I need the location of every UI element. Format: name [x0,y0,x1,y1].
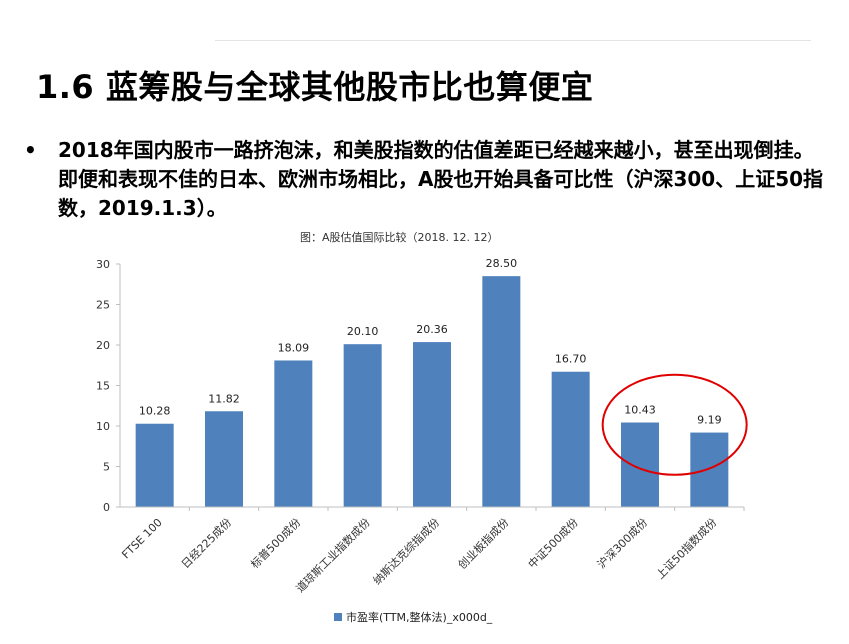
legend-label: 市盈率(TTM,整体法)_x000d_ [346,610,493,624]
bar [135,423,174,507]
bullet-text: 2018年国内股市一路挤泡沫，和美股指数的估值差距已经越来越小，甚至出现倒挂。即… [58,138,824,220]
y-tick-label: 30 [96,258,110,271]
value-label: 11.82 [208,392,240,405]
highlight-ellipse [601,373,748,476]
value-label: 18.09 [278,341,310,354]
x-axis-labels: FTSE 100 日经225成份 标普500成份道琼斯工业指数成份纳斯达克综指成份创… [119,507,745,595]
x-tick-label: 沪深300成份 [594,515,650,571]
y-axis-ticks: 0 5 10 15 20 25 30 [96,258,120,514]
y-tick-label: 25 [96,299,110,312]
bars [135,276,729,507]
y-tick-label: 5 [103,461,110,474]
top-rule [215,40,811,41]
bar [551,371,590,507]
bar [205,411,243,507]
bar [482,276,521,507]
y-tick-label: 0 [103,501,110,514]
x-tick-label: 上证50指数成份 [653,515,719,581]
value-label: 10.28 [139,405,171,418]
y-tick-label: 10 [96,420,110,433]
value-label: 9.19 [697,414,722,427]
x-tick-label: 中证500成份 [526,516,581,571]
x-tick-label: 标普500成份 [248,515,304,571]
x-tick-label: 创业板指成份 [455,515,512,572]
x-tick-label: FTSE 100 [119,516,164,561]
bar [343,344,382,507]
legend: 市盈率(TTM,整体法)_x000d_ [334,610,493,624]
bullet-paragraph: • 2018年国内股市一路挤泡沫，和美股指数的估值差距已经越来越小，甚至出现倒挂… [24,136,824,223]
value-labels: 10.28 11.82 18.09 20.10 20.36 28.50 16.70 10.43… [139,257,722,426]
bar [621,422,659,507]
value-label: 20.10 [347,325,379,338]
bullet-dot: • [24,138,37,162]
slide-title: 1.6 蓝筹股与全球其他股市比也算便宜 [36,68,594,106]
x-tick-label: 日经225成份 [179,516,234,571]
legend-swatch [334,613,342,621]
x-tick-label: 纳斯达克综指成份 [370,515,442,587]
value-label: 28.50 [486,257,518,270]
value-label: 16.70 [555,353,587,366]
y-tick-label: 20 [96,339,110,352]
bar [274,360,313,507]
value-label: 20.36 [416,323,448,336]
value-label: 10.43 [624,404,656,417]
x-tick-label: 道琼斯工业指数成份 [293,515,373,595]
bar [413,342,451,507]
y-tick-label: 15 [96,380,110,393]
chart-title: 图：A股估值国际比较（2018. 12. 12） [300,231,499,244]
